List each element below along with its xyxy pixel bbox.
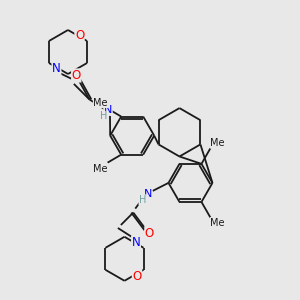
Text: Me: Me <box>93 98 108 107</box>
Text: O: O <box>72 69 81 82</box>
Text: Me: Me <box>93 164 108 174</box>
Text: Me: Me <box>210 138 225 148</box>
Text: Me: Me <box>210 218 225 228</box>
Text: N: N <box>132 236 140 249</box>
Text: O: O <box>145 227 154 240</box>
Text: N: N <box>104 105 112 116</box>
Text: O: O <box>132 270 142 283</box>
Text: H: H <box>139 195 146 205</box>
Text: H: H <box>100 111 108 122</box>
Text: O: O <box>75 29 84 42</box>
Text: N: N <box>52 62 61 75</box>
Text: N: N <box>143 189 152 199</box>
